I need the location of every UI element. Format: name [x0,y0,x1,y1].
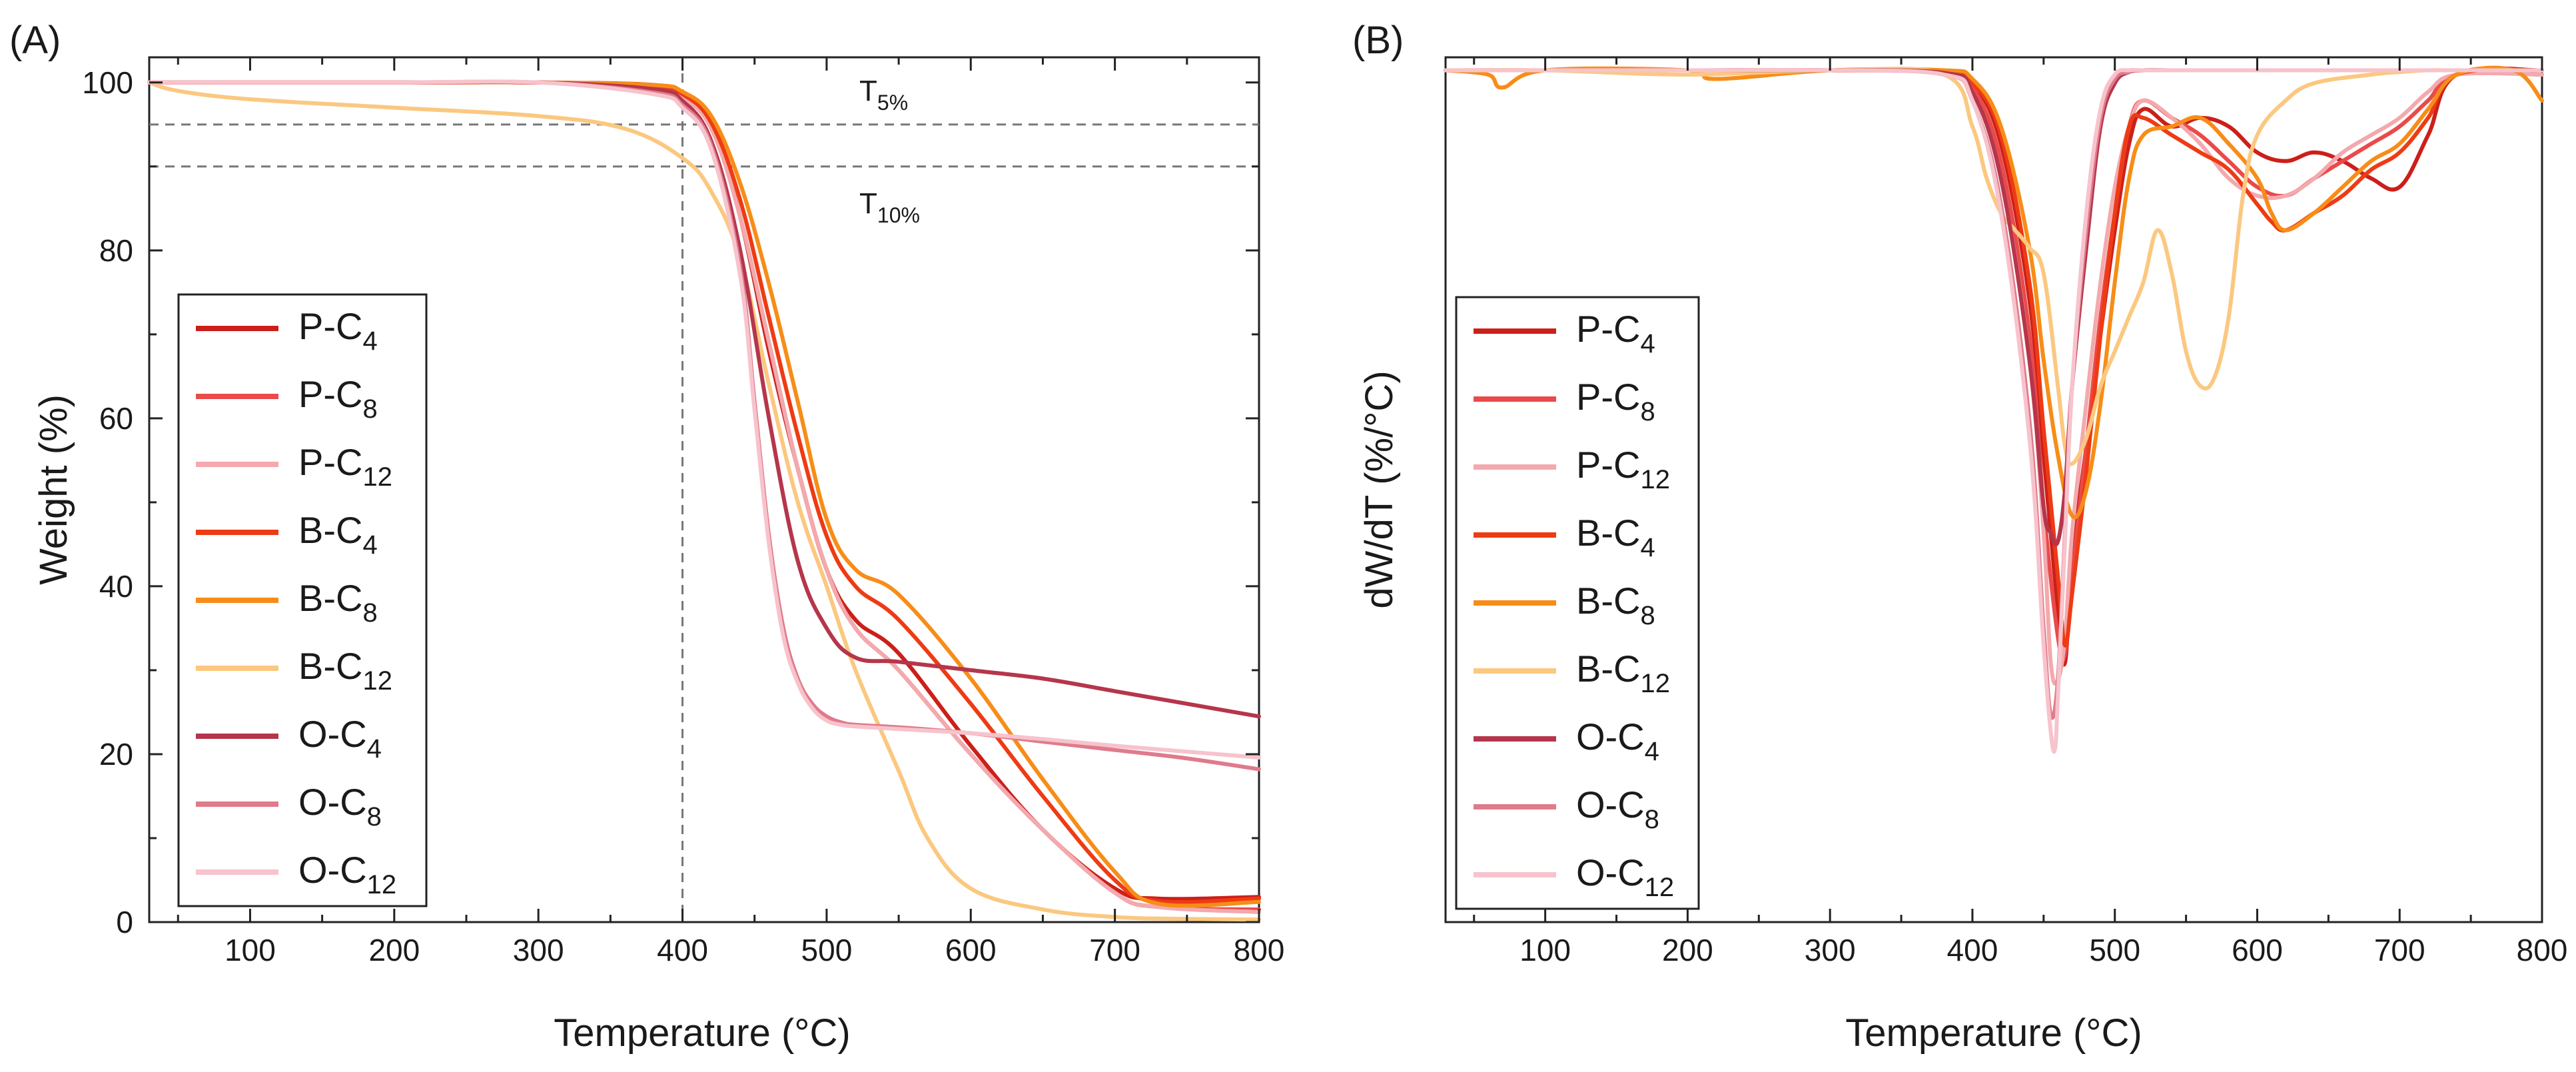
y-tick-label: 0 [116,905,133,939]
x-tick-label: 200 [368,933,420,967]
x-tick-label: 600 [945,933,997,967]
legend-entry-subscript: 12 [367,870,397,899]
legend-entry-subscript: 4 [1640,329,1655,358]
legend-entry-subscript: 4 [1640,533,1655,562]
legend-entry-subscript: 8 [367,802,382,831]
x-tick-label: 800 [2517,933,2568,967]
panel-a: (A) 100 200 300 400 500 600 700 800 0 20 40 60 80 10… [9,19,1284,1055]
legend-entry-subscript: 4 [362,326,377,356]
panel-b-plot-frame [1444,56,2543,923]
x-tick-label: 100 [1519,933,1571,967]
panel-a-plot-frame [148,56,1260,923]
x-tick-label: 800 [1234,933,1285,967]
panel-a-annotations: T5% T10% [859,75,920,227]
legend-entry-subscript: 8 [362,394,377,424]
x-tick-label: 600 [2232,933,2283,967]
series-line-o-c12 [1444,67,2544,754]
panel-b-series-group [1444,65,2544,754]
x-tick-label: 200 [1662,933,1713,967]
panel-b-y-axis-title: dW/dT (%/°C) [1358,370,1401,608]
panel-a-x-axis: 100 200 300 400 500 600 700 800 [177,57,1285,967]
panel-a-label: (A) [9,19,61,62]
legend-entry-subscript: 4 [362,530,377,560]
y-tick-label: 60 [99,401,133,436]
legend-entry-subscript: 12 [362,462,392,492]
series-line-b-c8 [1444,65,2544,520]
annotation-t10pct: T10% [859,187,920,227]
panel-b: (B) 100 200 300 400 500 600 700 800 Temperature… [1352,19,2567,1055]
x-tick-label: 100 [224,933,276,967]
annotation-subscript: 10% [877,203,920,227]
x-tick-label: 300 [513,933,564,967]
x-tick-label: 400 [657,933,708,967]
annotation-subscript: 5% [877,91,908,115]
legend-entry-subscript: 8 [1640,601,1655,630]
y-tick-label: 100 [82,65,133,100]
legend-entry-subscript: 12 [362,666,392,696]
panel-a-y-axis: 0 20 40 60 80 100 [82,65,1259,939]
legend-entry-subscript: 8 [1640,397,1655,426]
x-tick-label: 500 [2089,933,2140,967]
legend-entry-subscript: 8 [1645,805,1659,834]
annotation-t5pct: T5% [859,75,908,115]
legend-entry-subscript: 12 [1645,873,1675,902]
series-line-b-c12 [147,80,1261,922]
y-tick-label: 40 [99,569,133,604]
x-tick-label: 700 [1089,933,1140,967]
legend-entry-subscript: 8 [362,598,377,628]
panel-b-x-axis: 100 200 300 400 500 600 700 800 [1473,57,2568,967]
y-tick-label: 20 [99,737,133,772]
x-tick-label: 300 [1805,933,1856,967]
panel-a-reference-lines [149,57,1259,922]
x-tick-label: 700 [2374,933,2425,967]
x-tick-label: 500 [801,933,853,967]
panel-b-label: (B) [1352,19,1404,62]
panel-a-x-axis-title: Temperature (°C) [554,1011,850,1055]
legend-entry-subscript: 12 [1640,669,1670,698]
panel-a-series-group [147,79,1261,922]
panel-a-y-axis-title: Weight (%) [32,394,75,585]
panel-b-x-axis-title: Temperature (°C) [1845,1011,2142,1055]
series-line-o-c12 [147,79,1261,760]
legend-entry-subscript: 4 [1645,737,1659,766]
y-tick-label: 80 [99,233,133,268]
legend-entry-subscript: 4 [367,734,382,764]
legend-entry-subscript: 12 [1640,465,1670,494]
x-tick-label: 400 [1947,933,1998,967]
